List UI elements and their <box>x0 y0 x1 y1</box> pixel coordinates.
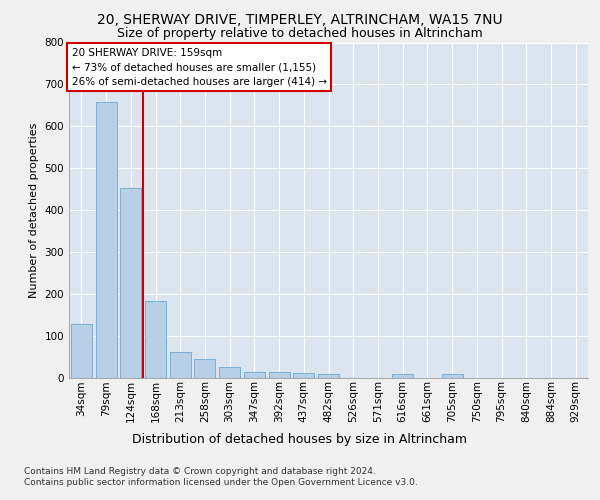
Bar <box>219 367 240 378</box>
Bar <box>318 374 339 378</box>
Bar <box>95 102 116 378</box>
Bar <box>194 360 215 378</box>
Text: 20 SHERWAY DRIVE: 159sqm
← 73% of detached houses are smaller (1,155)
26% of sem: 20 SHERWAY DRIVE: 159sqm ← 73% of detach… <box>71 48 327 87</box>
Bar <box>442 374 463 378</box>
Text: Distribution of detached houses by size in Altrincham: Distribution of detached houses by size … <box>133 432 467 446</box>
Text: Size of property relative to detached houses in Altrincham: Size of property relative to detached ho… <box>117 28 483 40</box>
Bar <box>170 352 191 378</box>
Text: Contains HM Land Registry data © Crown copyright and database right 2024.
Contai: Contains HM Land Registry data © Crown c… <box>24 468 418 487</box>
Bar <box>392 374 413 378</box>
Bar <box>120 188 141 378</box>
Bar <box>145 301 166 378</box>
Bar <box>244 372 265 378</box>
Bar <box>269 372 290 378</box>
Text: 20, SHERWAY DRIVE, TIMPERLEY, ALTRINCHAM, WA15 7NU: 20, SHERWAY DRIVE, TIMPERLEY, ALTRINCHAM… <box>97 12 503 26</box>
Bar <box>293 373 314 378</box>
Bar <box>71 324 92 378</box>
Y-axis label: Number of detached properties: Number of detached properties <box>29 122 39 298</box>
